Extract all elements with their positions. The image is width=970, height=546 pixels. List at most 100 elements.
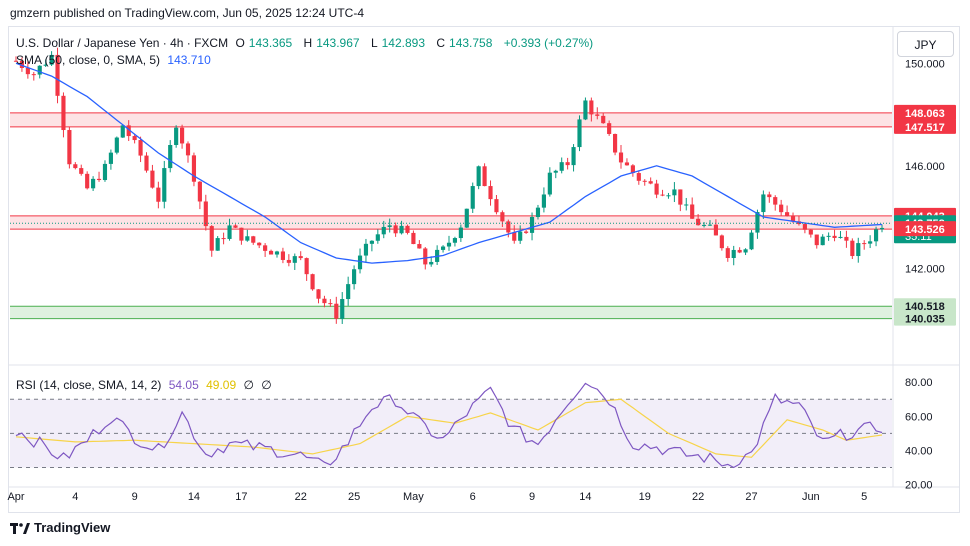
candle-body (767, 194, 772, 198)
candle-body (316, 289, 321, 299)
candle-body (429, 261, 434, 265)
candle-body (257, 242, 262, 246)
candle-body (233, 225, 238, 228)
candle-body (785, 212, 790, 216)
candle-body (37, 65, 42, 75)
candle-body (583, 100, 588, 120)
rsi-tick-label: 40.00 (905, 445, 933, 457)
candle-body (458, 227, 463, 239)
candle-body (393, 225, 398, 234)
rsi-ma-line (15, 398, 883, 458)
candle-body (446, 242, 452, 247)
candle-body (856, 243, 861, 257)
price-label-box (894, 104, 956, 120)
candle-body (55, 54, 60, 96)
candle-body (701, 224, 707, 226)
candle-body (779, 204, 784, 213)
candle-body (197, 181, 202, 202)
candle-body (245, 236, 250, 241)
candle-body (879, 227, 885, 230)
candle-body (571, 147, 576, 166)
price-label-box (894, 310, 956, 326)
price-label-box (894, 221, 956, 237)
candle-body (512, 232, 517, 241)
sma-label[interactable]: SMA (50, close, 0, SMA, 5) (16, 53, 161, 67)
candle-body (737, 249, 742, 253)
candle-body (826, 235, 831, 237)
ohlc-close: C 143.758 (436, 36, 493, 50)
symbol-title[interactable]: U.S. Dollar / Japanese Yen · 4h · FXCM (16, 36, 229, 50)
price-label-box (894, 298, 956, 314)
candle-body (749, 232, 754, 250)
candle-body (577, 119, 582, 148)
time-tick-label: 9 (132, 491, 138, 503)
candle-body (352, 269, 357, 285)
candle-body (696, 218, 701, 226)
time-tick-label: 4 (72, 491, 78, 503)
candle-body (850, 240, 855, 257)
ohlc-low: L 142.893 (370, 36, 426, 50)
time-tick-label: 9 (529, 491, 535, 503)
tradingview-brand[interactable]: TradingView (10, 520, 110, 535)
candle-body (755, 212, 760, 233)
candle-body (381, 226, 386, 235)
candle-body (227, 225, 232, 239)
candle-body (731, 249, 736, 259)
candle-body (268, 250, 274, 255)
price-label-support: 140.035 (905, 314, 945, 326)
candle-body (85, 173, 90, 189)
rsi-label[interactable]: RSI (14, close, SMA, 14, 2) (16, 378, 162, 392)
candle-body (280, 251, 285, 260)
candle-body (452, 238, 458, 243)
candle-body (132, 136, 137, 141)
rsi-tick-label: 20.00 (905, 480, 933, 492)
candle-body (423, 248, 428, 265)
candle-body (725, 248, 730, 259)
candle-body (838, 236, 843, 238)
candle-body (595, 114, 600, 116)
candle-body (61, 95, 66, 131)
candle-body (470, 186, 475, 209)
candle-body (607, 123, 612, 134)
time-tick-label: 14 (579, 491, 591, 503)
candle-body (239, 227, 244, 241)
zone-resistance-1 (10, 215, 892, 230)
candle-body (648, 181, 653, 184)
candle-body (102, 163, 108, 181)
time-tick-label: 22 (692, 491, 704, 503)
candle-body (120, 125, 125, 138)
candle-body (565, 162, 570, 166)
candle-body (642, 180, 647, 182)
candle-body (666, 195, 671, 197)
zone-resistance-0 (10, 112, 892, 127)
candle-body (292, 256, 297, 263)
candle-body (707, 224, 713, 226)
candle-body (144, 155, 149, 171)
candle-body (221, 238, 226, 240)
candle-body (630, 165, 635, 174)
currency-button[interactable]: JPY (897, 31, 954, 57)
candle-body (482, 166, 487, 187)
chart-frame (8, 26, 960, 513)
price-label-support: 140.518 (905, 301, 945, 313)
candle-body (524, 231, 529, 233)
time-tick-label: Apr (7, 491, 24, 503)
candle-body (559, 162, 564, 171)
time-tick-label: 6 (470, 491, 476, 503)
rsi-extra-1: ∅ (243, 378, 254, 392)
zone-support-2 (10, 306, 892, 319)
candle-body (529, 217, 535, 233)
candle-body (79, 168, 84, 174)
ohlc-open: O 143.365 (235, 36, 293, 50)
candle-body (464, 208, 469, 228)
candle-body (91, 178, 96, 189)
candle-body (553, 170, 558, 173)
candle-body (322, 298, 327, 304)
candle-body (868, 241, 873, 244)
candle-body (790, 215, 796, 222)
time-tick-label: 19 (639, 491, 651, 503)
candle-body (814, 234, 819, 246)
candle-body (743, 249, 748, 253)
candle-body (19, 60, 25, 68)
